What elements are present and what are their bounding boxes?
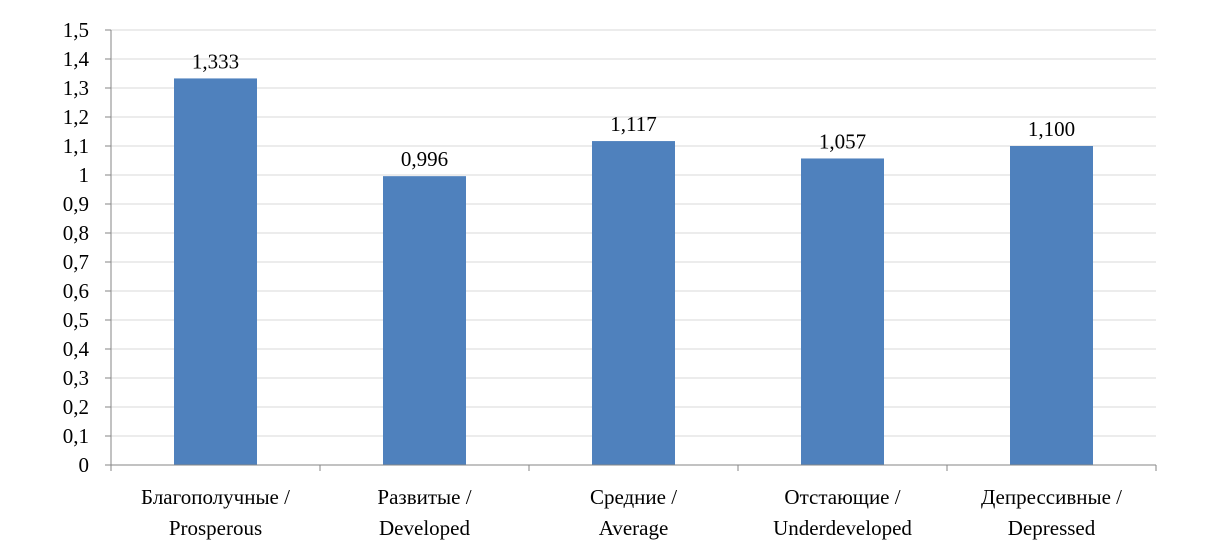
y-tick-label: 1,5 (63, 18, 89, 42)
y-tick-label: 0,3 (63, 366, 89, 390)
y-tick-label: 1,2 (63, 105, 89, 129)
y-tick-label: 0 (79, 453, 90, 477)
x-tick-label: Благополучные / Prosperous (141, 485, 290, 540)
bar (592, 141, 675, 465)
y-tick-label: 1,1 (63, 134, 89, 158)
y-tick-label: 0,1 (63, 424, 89, 448)
y-tick-label: 0,2 (63, 395, 89, 419)
y-axis-ticks: 0 0,1 0,2 0,3 0,4 0,5 0,6 0,7 0,8 0,9 1 1,1 1,2 1,3 1,… (63, 18, 111, 477)
data-label: 1,100 (1028, 117, 1075, 141)
data-label: 1,117 (610, 112, 656, 136)
x-tick-label: Средние / Average (590, 485, 677, 540)
x-axis-labels: Благополучные / Prosperous Развитые / Devel… (141, 485, 1122, 540)
y-tick-label: 0,9 (63, 192, 89, 216)
bar (801, 158, 884, 465)
data-label: 0,996 (401, 147, 448, 171)
x-tick-label: Отстающие / Underdeveloped (773, 485, 912, 540)
y-tick-label: 1,4 (63, 47, 90, 71)
y-tick-label: 0,4 (63, 337, 90, 361)
bar (383, 176, 466, 465)
data-label: 1,057 (819, 129, 866, 153)
y-tick-label: 0,5 (63, 308, 89, 332)
bar (174, 78, 257, 466)
bar (1010, 146, 1093, 465)
y-tick-label: 1,3 (63, 76, 89, 100)
y-tick-label: 1 (79, 163, 90, 187)
axes (110, 30, 1157, 471)
y-tick-label: 0,8 (63, 221, 89, 245)
data-labels: 1,333 0,996 1,117 1,057 1,100 (192, 49, 1075, 171)
x-tick-label: Развитые / Developed (377, 485, 471, 540)
y-tick-label: 0,6 (63, 279, 89, 303)
bars (174, 78, 1093, 466)
y-tick-label: 0,7 (63, 250, 89, 274)
data-label: 1,333 (192, 49, 239, 73)
x-tick-label: Депрессивные / Depressed (981, 485, 1122, 540)
